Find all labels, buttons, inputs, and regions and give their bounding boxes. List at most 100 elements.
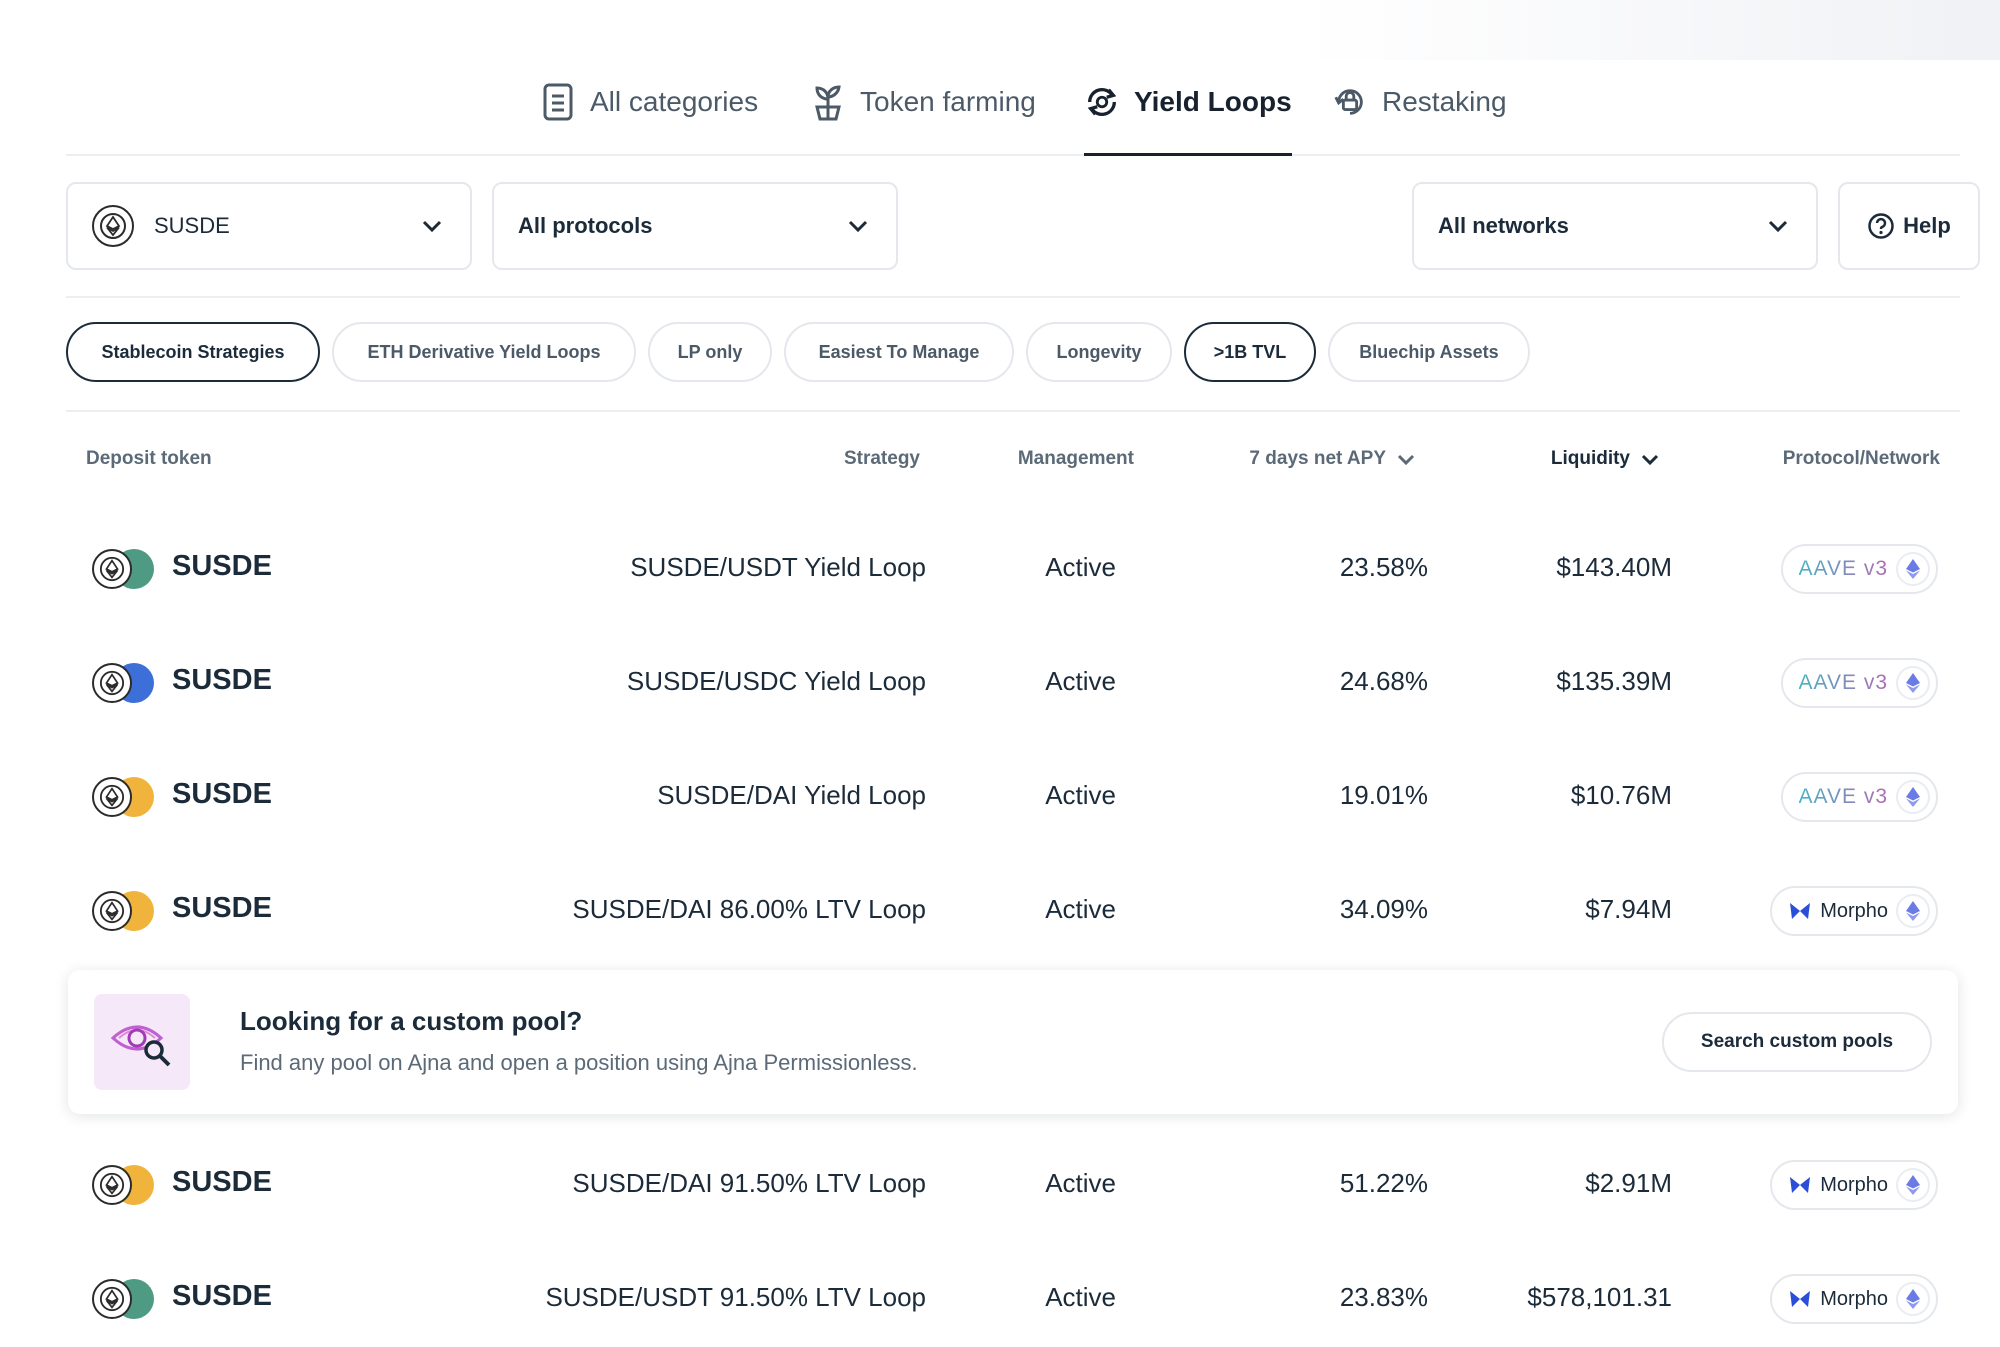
management-status: Active xyxy=(1045,780,1116,810)
susde-token-icon xyxy=(92,549,132,589)
strategy-name: SUSDE/USDT Yield Loop xyxy=(630,552,926,582)
header-label: Management xyxy=(1017,448,1134,469)
morpho-logo-icon xyxy=(1788,1289,1812,1309)
pill-label: Bluechip Assets xyxy=(1359,341,1499,362)
header-protocol-network[interactable]: Protocol/Network xyxy=(1783,448,1940,470)
divider xyxy=(66,296,1960,298)
liquidity-value: $2.91M xyxy=(1585,1168,1672,1198)
token-select[interactable]: SUSDE xyxy=(66,182,472,270)
apy-value: 34.09% xyxy=(1339,894,1428,924)
header-label: Protocol/Network xyxy=(1782,448,1940,469)
token-pair-icon xyxy=(92,777,154,817)
pill-label: ETH Derivative Yield Loops xyxy=(367,341,601,362)
tab-label: Yield Loops xyxy=(1134,86,1292,117)
susde-token-icon xyxy=(92,205,134,247)
header-label: Deposit token xyxy=(86,448,212,469)
aave-logo-label: AAVE v3 xyxy=(1799,785,1888,809)
table-row[interactable]: SUSDE SUSDE/USDT Yield Loop Active 23.58% $1… xyxy=(66,512,1960,626)
header-deposit-token[interactable]: Deposit token xyxy=(86,448,212,470)
plant-icon xyxy=(810,82,846,122)
top-fade-decoration xyxy=(1300,0,2000,60)
protocols-select-value: All protocols xyxy=(518,213,653,238)
table-row[interactable]: SUSDE SUSDE/DAI 86.00% LTV Loop Active 34.0… xyxy=(66,854,1960,968)
susde-token-icon xyxy=(92,891,132,931)
category-tabs: All categories Token farming Yield Loops… xyxy=(66,60,1960,156)
tab-label: Token farming xyxy=(860,86,1036,117)
token-pair-icon xyxy=(92,663,154,703)
strategy-name: SUSDE/DAI 91.50% LTV Loop xyxy=(572,1168,926,1198)
liquidity-value: $135.39M xyxy=(1556,666,1672,696)
search-custom-pools-button[interactable]: Search custom pools xyxy=(1662,1012,1932,1072)
strategy-name: SUSDE/USDC Yield Loop xyxy=(626,666,926,696)
header-strategy[interactable]: Strategy xyxy=(844,448,920,470)
ethereum-icon xyxy=(1896,666,1930,700)
lock-cycle-icon xyxy=(1332,82,1368,122)
pill-eth-derivative-yield-loops[interactable]: ETH Derivative Yield Loops xyxy=(332,322,636,382)
pill-easiest-to-manage[interactable]: Easiest To Manage xyxy=(784,322,1014,382)
management-status: Active xyxy=(1045,894,1116,924)
deposit-token-symbol: SUSDE xyxy=(172,1166,272,1198)
table-row[interactable]: SUSDE SUSDE/USDC Yield Loop Active 24.68% $1… xyxy=(66,626,1960,740)
deposit-token-symbol: SUSDE xyxy=(172,892,272,924)
pill-lp-only[interactable]: LP only xyxy=(648,322,772,382)
deposit-token-symbol: SUSDE xyxy=(172,664,272,696)
ethereum-icon xyxy=(1896,894,1930,928)
pill-1b-tvl[interactable]: >1B TVL xyxy=(1184,322,1316,382)
table-row[interactable]: SUSDE SUSDE/DAI Yield Loop Active 19.01% $10… xyxy=(66,740,1960,854)
susde-token-icon xyxy=(92,777,132,817)
header-label: Strategy xyxy=(843,448,920,469)
table-row[interactable]: SUSDE SUSDE/USDT 91.50% LTV Loop Active 23.… xyxy=(66,1242,1960,1347)
pill-bluechip-assets[interactable]: Bluechip Assets xyxy=(1328,322,1530,382)
management-status: Active xyxy=(1045,666,1116,696)
header-liquidity[interactable]: Liquidity xyxy=(1551,448,1660,470)
protocols-select[interactable]: All protocols xyxy=(492,182,898,270)
deposit-token-symbol: SUSDE xyxy=(172,778,272,810)
header-label: 7 days net APY xyxy=(1249,448,1386,469)
apy-value: 19.01% xyxy=(1339,780,1428,810)
tab-label: All categories xyxy=(590,86,759,117)
chevron-down-icon xyxy=(846,214,870,244)
document-icon xyxy=(540,82,576,122)
tab-token-farming[interactable]: Token farming xyxy=(810,82,1036,156)
tab-yield-loops[interactable]: Yield Loops xyxy=(1084,82,1292,156)
networks-select-value: All networks xyxy=(1438,213,1569,238)
pill-stablecoin-strategies[interactable]: Stablecoin Strategies xyxy=(66,322,320,382)
liquidity-value: $10.76M xyxy=(1570,780,1672,810)
chevron-down-icon xyxy=(420,214,444,244)
liquidity-value: $578,101.31 xyxy=(1527,1282,1672,1312)
table-row[interactable]: SUSDE SUSDE/DAI 91.50% LTV Loop Active 51.2… xyxy=(66,1128,1960,1242)
aave-logo-label: AAVE v3 xyxy=(1799,557,1888,581)
protocol-network-badge: Morpho xyxy=(1770,1160,1938,1210)
susde-token-icon xyxy=(92,663,132,703)
protocol-label: AAVE v3 xyxy=(1798,671,1888,694)
banner-subtitle: Find any pool on Ajna and open a positio… xyxy=(240,1050,918,1075)
deposit-token-symbol: SUSDE xyxy=(172,550,272,582)
divider xyxy=(66,410,1960,412)
susde-token-icon xyxy=(92,1279,132,1319)
tab-restaking[interactable]: Restaking xyxy=(1332,82,1507,156)
strategy-name: SUSDE/DAI Yield Loop xyxy=(657,780,926,810)
tab-all-categories[interactable]: All categories xyxy=(540,82,758,156)
protocol-network-badge: AAVE v3 xyxy=(1780,544,1938,594)
header-apy[interactable]: 7 days net APY xyxy=(1249,448,1416,470)
help-button[interactable]: Help xyxy=(1838,182,1980,270)
protocol-network-badge: Morpho xyxy=(1770,1274,1938,1324)
eye-search-icon xyxy=(94,994,190,1090)
pill-longevity[interactable]: Longevity xyxy=(1026,322,1172,382)
protocol-label: Morpho xyxy=(1820,1173,1888,1196)
chevron-down-icon xyxy=(1766,214,1790,244)
ethereum-icon xyxy=(1896,1168,1930,1202)
pill-label: Stablecoin Strategies xyxy=(101,341,285,362)
management-status: Active xyxy=(1045,1168,1116,1198)
banner-title: Looking for a custom pool? xyxy=(240,1006,583,1036)
token-pair-icon xyxy=(92,891,154,931)
protocol-network-badge: Morpho xyxy=(1770,886,1938,936)
ethereum-icon xyxy=(1896,552,1930,586)
header-management[interactable]: Management xyxy=(1018,448,1134,470)
apy-value: 23.83% xyxy=(1339,1282,1428,1312)
pill-label: Easiest To Manage xyxy=(818,341,980,362)
morpho-logo-icon xyxy=(1788,1175,1812,1195)
apy-value: 23.58% xyxy=(1339,552,1428,582)
management-status: Active xyxy=(1045,1282,1116,1312)
networks-select[interactable]: All networks xyxy=(1412,182,1818,270)
